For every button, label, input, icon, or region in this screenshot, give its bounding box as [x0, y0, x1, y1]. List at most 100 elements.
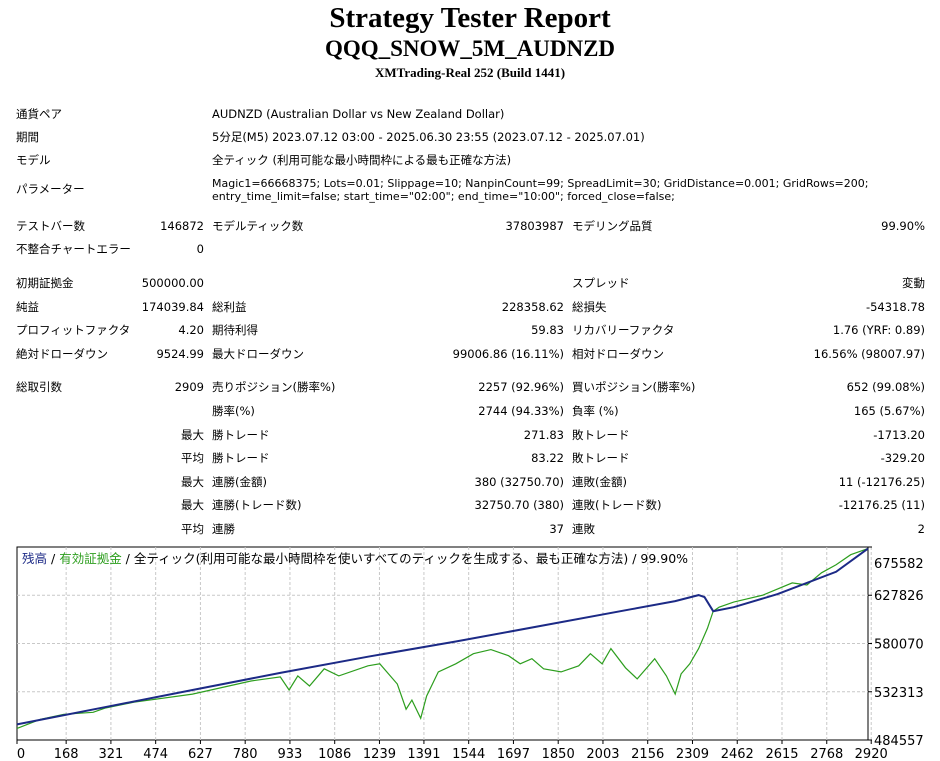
lossrate-value: 165 (5.67%): [853, 404, 925, 418]
period-label: 期間: [16, 130, 39, 144]
consec-loss-tr-value: -12176.25 (11): [838, 498, 925, 512]
period-value: 5分足(M5) 2023.07.12 03:00 - 2025.06.30 23…: [212, 130, 645, 144]
x-tick-label: 474: [143, 747, 168, 758]
avg-win-label: 勝トレード: [212, 451, 270, 465]
pf-label: プロフィットファクタ: [16, 323, 131, 337]
max-loss-value: -1713.20: [873, 428, 925, 442]
expected-label: 期待利得: [212, 323, 258, 337]
bars-label: テストバー数: [16, 219, 85, 233]
legend-rest: / 全ティック(利用可能な最小時間枠を使いすべてのティックを生成する、最も正確な…: [122, 551, 688, 566]
gross-profit-value: 228358.62: [501, 300, 564, 314]
x-tick-label: 2615: [765, 747, 798, 758]
report-title: Strategy Tester Report: [329, 2, 611, 34]
model-label: モデル: [16, 153, 51, 167]
legend-equity: 有効証拠金: [59, 551, 122, 566]
gross-loss-value: -54318.78: [865, 300, 925, 314]
trades-label: 総取引数: [16, 380, 62, 394]
x-tick-label: 1697: [497, 747, 530, 758]
mismatch-value: 0: [196, 242, 204, 256]
consec-loss-amt-value: 11 (-12176.25): [838, 475, 925, 489]
gross-profit-label: 総利益: [212, 300, 247, 314]
params-label: パラメーター: [16, 182, 85, 196]
x-tick-label: 168: [54, 747, 79, 758]
max-label-3: 最大: [181, 498, 204, 512]
short-label: 売りポジション(勝率%): [212, 380, 336, 394]
lossrate-label: 負率 (%): [572, 404, 619, 418]
rel-dd-value: 16.56% (98007.97): [813, 347, 925, 361]
max-label: 最大: [181, 428, 204, 442]
y-tick-label: 627826: [874, 589, 924, 604]
x-tick-label: 627: [188, 747, 213, 758]
deposit-value: 500000.00: [141, 276, 204, 290]
ticks-label: モデルティック数: [212, 219, 304, 233]
net-value: 174039.84: [141, 300, 204, 314]
avg-consec-win-value: 37: [549, 522, 564, 536]
x-tick-label: 1850: [542, 747, 575, 758]
x-tick-label: 780: [233, 747, 258, 758]
chart-legend: 残高 / 有効証拠金 / 全ティック(利用可能な最小時間枠を使いすべてのティック…: [22, 551, 688, 566]
quality-value: 99.90%: [881, 219, 925, 233]
balance-series-line: [16, 547, 869, 726]
avg-consec-win-label: 連勝: [212, 522, 235, 536]
expected-value: 59.83: [531, 323, 564, 337]
pf-value: 4.20: [178, 323, 204, 337]
consec-win-tr-value: 32750.70 (380): [474, 498, 564, 512]
x-tick-label: 1239: [363, 747, 396, 758]
gross-loss-label: 総損失: [572, 300, 607, 314]
consec-win-tr-label: 連勝(トレード数): [212, 498, 302, 512]
abs-dd-label: 絶対ドローダウン: [16, 347, 108, 361]
avg-loss-value: -329.20: [880, 451, 925, 465]
balance-chart: 675582 627826 580070 532313 484557 0 168 321 47…: [16, 546, 924, 758]
params-line-2: entry_time_limit=false; start_time="02:0…: [212, 190, 675, 203]
short-value: 2257 (92.96%): [478, 380, 564, 394]
avg-label-2: 平均: [181, 522, 204, 536]
consec-loss-amt-label: 連敗(金額): [572, 475, 627, 489]
x-tick-label: 2462: [721, 747, 754, 758]
mismatch-label: 不整合チャートエラー: [16, 242, 131, 256]
max-dd-label: 最大ドローダウン: [212, 347, 304, 361]
report-subtitle: QQQ_SNOW_5M_AUDNZD: [324, 36, 616, 61]
server-info: XMTrading-Real 252 (Build 1441): [374, 65, 566, 80]
x-tick-label: 2768: [810, 747, 843, 758]
x-tick-label: 1391: [407, 747, 440, 758]
y-tick-label: 580070: [874, 637, 924, 652]
x-tick-label: 321: [98, 747, 123, 758]
long-value: 652 (99.08%): [846, 380, 925, 394]
y-tick-label: 484557: [874, 734, 924, 749]
max-loss-label: 敗トレード: [572, 428, 630, 442]
x-tick-label: 0: [17, 747, 25, 758]
ticks-value: 37803987: [505, 219, 564, 233]
avg-label: 平均: [181, 451, 204, 465]
avg-consec-loss-value: 2: [917, 522, 925, 536]
deposit-label: 初期証拠金: [16, 276, 74, 290]
spread-value: 変動: [902, 276, 925, 290]
consec-loss-tr-label: 連敗(トレード数): [572, 498, 662, 512]
x-tick-label: 1544: [452, 747, 485, 758]
winrate-value: 2744 (94.33%): [478, 404, 564, 418]
legend-balance: 残高: [22, 551, 47, 566]
trades-value: 2909: [174, 380, 204, 394]
x-tick-label: 1086: [318, 747, 351, 758]
params-line-1: Magic1=66668375; Lots=0.01; Slippage=10;…: [212, 177, 869, 190]
y-tick-label: 675582: [874, 557, 924, 572]
winrate-label: 勝率(%): [212, 404, 255, 418]
x-tick-label: 2309: [676, 747, 709, 758]
x-tick-label: 2156: [631, 747, 664, 758]
x-tick-label: 2920: [855, 747, 888, 758]
model-value: 全ティック (利用可能な最小時間枠による最も正確な方法): [212, 153, 512, 167]
net-label: 純益: [16, 300, 39, 314]
x-tick-label: 933: [278, 747, 303, 758]
consec-win-amt-value: 380 (32750.70): [474, 475, 564, 489]
x-tick-label: 2003: [586, 747, 619, 758]
consec-win-amt-label: 連勝(金額): [212, 475, 267, 489]
recovery-label: リカバリーファクタ: [572, 323, 675, 337]
avg-consec-loss-label: 連敗: [572, 522, 595, 536]
avg-loss-label: 敗トレード: [572, 451, 630, 465]
rel-dd-label: 相対ドローダウン: [572, 347, 664, 361]
long-label: 買いポジション(勝率%): [572, 380, 696, 394]
avg-win-value: 83.22: [531, 451, 564, 465]
max-win-label: 勝トレード: [212, 428, 270, 442]
quality-label: モデリング品質: [572, 219, 653, 233]
max-label-2: 最大: [181, 475, 204, 489]
bars-value: 146872: [160, 219, 204, 233]
